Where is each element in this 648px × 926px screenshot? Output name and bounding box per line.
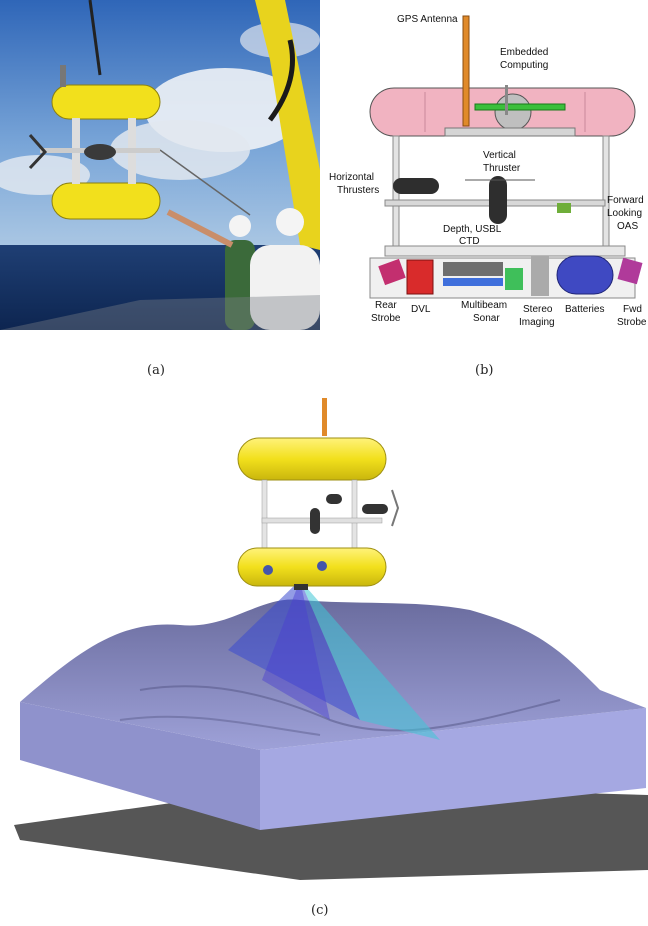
- label-depth-usbl-1: Depth, USBL: [443, 224, 502, 235]
- label-embedded-computing-2: Computing: [500, 60, 548, 71]
- photo-auv-deployment: [0, 0, 320, 330]
- label-depth-usbl-2: CTD: [459, 236, 480, 247]
- label-forward-looking-oas-3: OAS: [617, 221, 638, 232]
- seafloor-render-svg: [14, 398, 648, 880]
- label-vertical-thruster-1: Vertical: [483, 150, 516, 161]
- label-gps-antenna: GPS Antenna: [397, 14, 458, 25]
- photo-illustration: [0, 0, 320, 330]
- label-vertical-thruster-2: Thruster: [483, 163, 521, 174]
- component-diagram: GPS Antenna Embedded Computing Horizonta…: [325, 0, 648, 340]
- label-batteries: Batteries: [565, 304, 604, 315]
- label-fwd-strobe-1: Fwd: [623, 304, 642, 315]
- label-forward-looking-oas-1: Forward: [607, 195, 644, 206]
- label-horizontal-thrusters-2: Thrusters: [337, 185, 379, 196]
- caption-b: (b): [475, 363, 494, 378]
- label-multibeam-sonar-1: Multibeam: [461, 300, 507, 311]
- seafloor-render: [0, 390, 648, 900]
- label-horizontal-thrusters-1: Horizontal: [329, 172, 374, 183]
- label-multibeam-sonar-2: Sonar: [473, 313, 500, 324]
- component-diagram-svg: GPS Antenna Embedded Computing Horizonta…: [329, 14, 647, 328]
- caption-a: (a): [147, 363, 165, 378]
- caption-c: (c): [311, 903, 329, 918]
- label-rear-strobe-1: Rear: [375, 300, 397, 311]
- label-embedded-computing-1: Embedded: [500, 47, 548, 58]
- label-fwd-strobe-2: Strobe: [617, 317, 647, 328]
- label-stereo-imaging-1: Stereo: [523, 304, 553, 315]
- label-dvl: DVL: [411, 304, 431, 315]
- label-rear-strobe-2: Strobe: [371, 313, 401, 324]
- label-stereo-imaging-2: Imaging: [519, 317, 555, 328]
- label-forward-looking-oas-2: Looking: [607, 208, 642, 219]
